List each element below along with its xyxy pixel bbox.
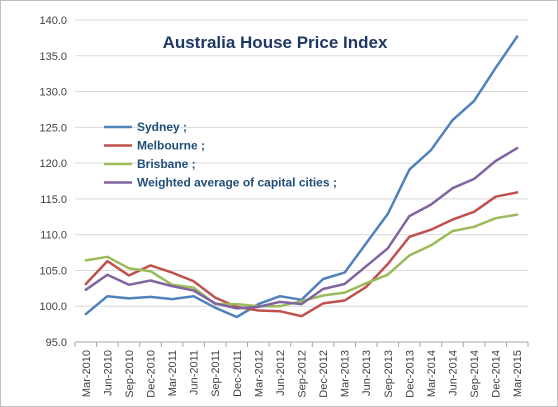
y-tick-label: 110.0 xyxy=(40,230,67,242)
x-tick-label: Sep-2010 xyxy=(124,350,136,398)
legend-label: Sydney ; xyxy=(137,120,187,134)
legend-label: Weighted average of capital cities ; xyxy=(137,176,337,190)
x-tick-label: Dec-2013 xyxy=(404,350,416,398)
x-axis: Mar-2010 Jun-2010 Sep-2010 Dec-2010 Mar-2011… xyxy=(74,341,529,398)
legend-label: Brisbane ; xyxy=(137,157,196,171)
x-tick-label: Jun-2011 xyxy=(189,350,201,395)
x-tick-label: Sep-2012 xyxy=(297,350,309,398)
series-line-4 xyxy=(84,146,519,310)
y-tick-label: 135.0 xyxy=(39,51,67,63)
y-tick-label: 105.0 xyxy=(39,265,67,277)
series-line-2 xyxy=(84,191,519,318)
y-tick-label: 115.0 xyxy=(40,194,67,206)
series-line-3 xyxy=(84,213,519,308)
y-tick-label: 95.0 xyxy=(46,337,67,349)
x-tick-label: Mar-2014 xyxy=(426,350,438,397)
x-tick-label: Jun-2014 xyxy=(448,350,460,396)
x-tick-label: Mar-2011 xyxy=(167,350,179,396)
x-tick-label: Jun-2013 xyxy=(361,350,373,396)
y-tick-label: 140.0 xyxy=(39,15,67,27)
y-tick-label: 120.0 xyxy=(39,158,67,170)
x-tick-label: Mar-2015 xyxy=(512,350,524,397)
x-tick-label: Mar-2012 xyxy=(253,350,265,397)
x-tick-label: Sep-2011 xyxy=(210,350,222,397)
x-tick-label: Sep-2013 xyxy=(383,350,395,398)
series-line-1 xyxy=(84,35,519,319)
x-tick-label: Mar-2013 xyxy=(340,350,352,397)
y-tick-label: 125.0 xyxy=(39,122,67,134)
y-axis: 95.0 100.0 105.0 110.0 115.0 120.0 125.0 130.0 1… xyxy=(39,15,67,349)
legend-label: Melbourne ; xyxy=(137,139,205,153)
x-tick-label: Dec-2011 xyxy=(232,350,244,397)
x-tick-label: Jun-2010 xyxy=(102,350,114,396)
y-tick-label: 130.0 xyxy=(39,87,67,99)
x-tick-label: Mar-2010 xyxy=(81,350,93,397)
chart-title: Australia House Price Index xyxy=(163,33,388,52)
series-lines xyxy=(84,35,519,319)
x-tick-label: Dec-2012 xyxy=(318,350,330,398)
y-tick-label: 100.0 xyxy=(39,301,67,313)
x-tick-label: Dec-2010 xyxy=(146,350,158,398)
legend: Sydney ; Melbourne ; Brisbane ; Weighted av… xyxy=(104,120,337,190)
x-tick-label: Jun-2012 xyxy=(275,350,287,396)
x-tick-label: Sep-2014 xyxy=(469,350,481,398)
x-tick-label: Dec-2014 xyxy=(491,350,503,398)
